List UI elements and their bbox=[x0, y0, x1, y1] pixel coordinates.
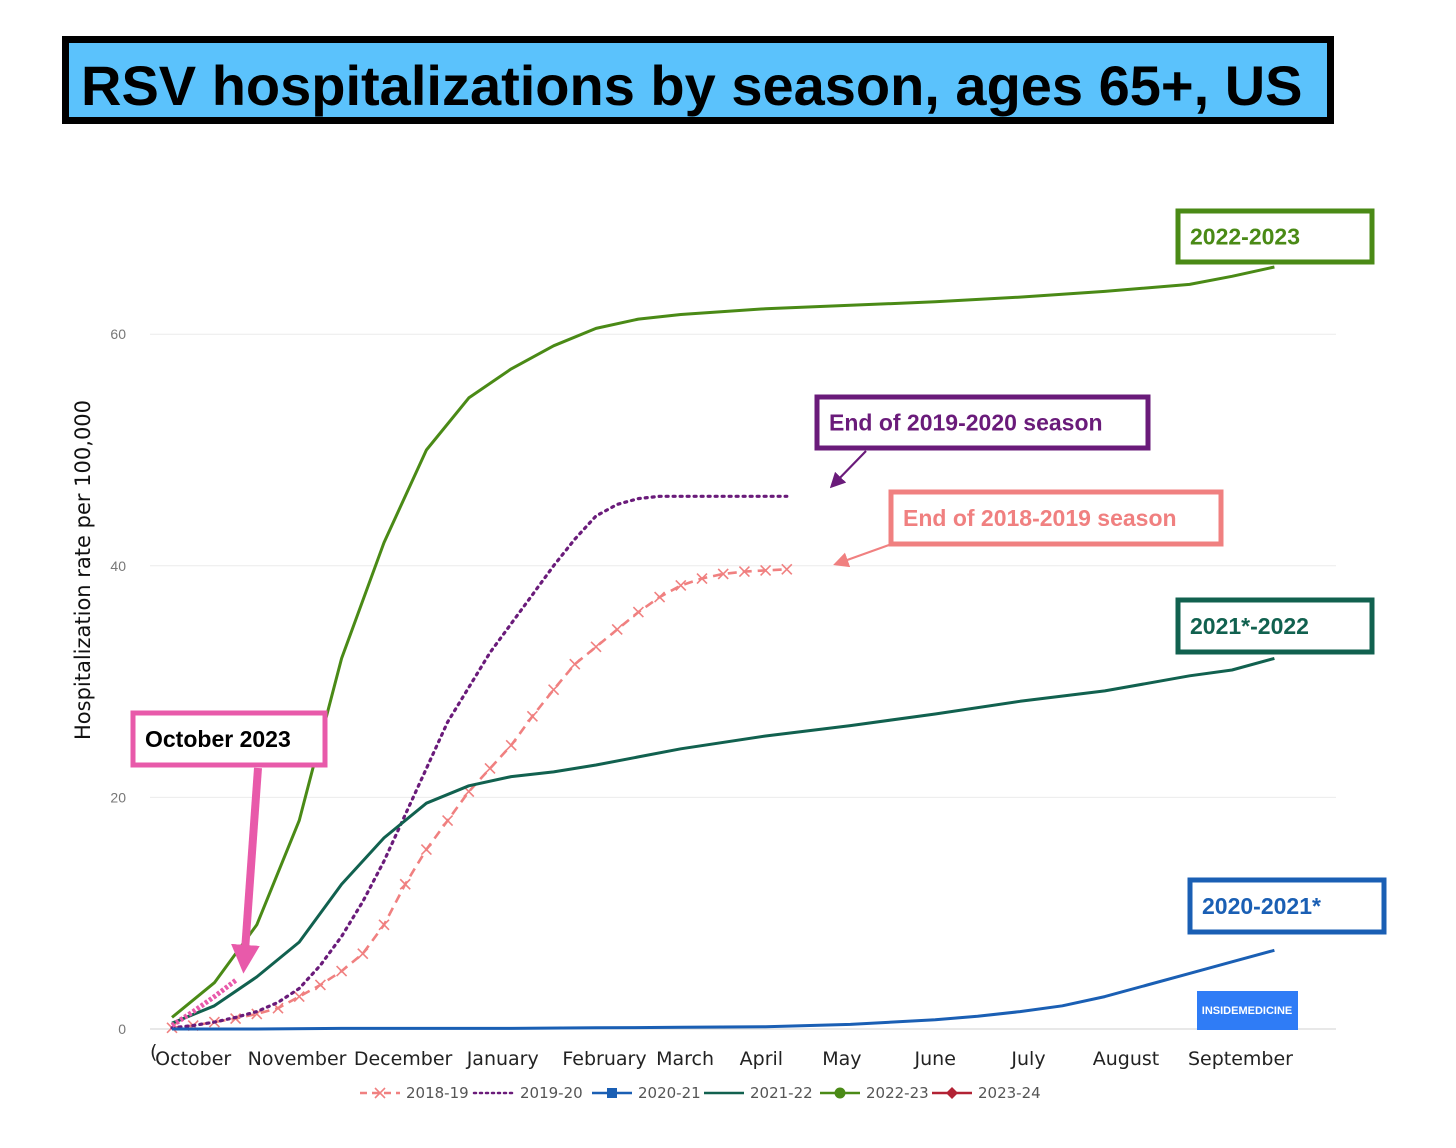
series-line-2020-21 bbox=[172, 948, 1275, 1031]
annotation-2021-2022: 2021*-2022 bbox=[1175, 597, 1375, 655]
legend-item-2020-21: 2020-21 bbox=[592, 1084, 701, 1102]
data-point-2018-19 bbox=[611, 623, 623, 636]
arrow-october-2023 bbox=[231, 767, 262, 974]
legend-item-2023-24: 2023-24 bbox=[932, 1084, 1041, 1102]
annotation-end-2019-2020-text: End of 2019-2020 season bbox=[829, 410, 1103, 436]
y-tick-label: 60 bbox=[110, 326, 126, 342]
data-point-2018-19 bbox=[505, 739, 517, 751]
series-line-2021-22 bbox=[171, 656, 1275, 1025]
data-point-2018-19 bbox=[378, 919, 390, 931]
data-point-2018-19 bbox=[654, 591, 666, 603]
legend-item-2018-19: 2018-19 bbox=[360, 1084, 469, 1102]
x-tick-label: February bbox=[562, 1048, 646, 1070]
data-point-2018-19 bbox=[569, 658, 581, 670]
data-point-2018-19 bbox=[548, 684, 560, 696]
annotation-2020-2021: 2020-2021* bbox=[1187, 877, 1387, 935]
annotation-end-2018-2019-text: End of 2018-2019 season bbox=[903, 505, 1177, 531]
x-tick-label: August bbox=[1093, 1048, 1160, 1070]
legend-label: 2020-21 bbox=[638, 1084, 701, 1102]
legend-item-2022-23: 2022-23 bbox=[820, 1084, 929, 1102]
annotation-october-2023-text: October 2023 bbox=[145, 726, 291, 752]
annotation-2022-2023: 2022-2023 bbox=[1175, 208, 1375, 265]
legend-item-2019-20: 2019-20 bbox=[472, 1084, 583, 1102]
data-point-2018-19 bbox=[675, 579, 687, 592]
data-point-2018-19 bbox=[293, 991, 305, 1003]
annotation-end-2019-2020: End of 2019-2020 season bbox=[814, 394, 1151, 451]
data-point-2018-19 bbox=[399, 878, 411, 890]
data-point-2018-19 bbox=[696, 572, 708, 585]
data-point-2018-19 bbox=[632, 606, 644, 618]
title-box: RSV hospitalizations by season, ages 65+… bbox=[62, 36, 1334, 124]
data-point-2018-19 bbox=[420, 843, 432, 856]
x-tick-label: May bbox=[822, 1048, 861, 1070]
annotation-2022-2023-text: 2022-2023 bbox=[1190, 224, 1300, 250]
legend-item-2021-22: 2021-22 bbox=[704, 1084, 813, 1102]
legend-label: 2022-23 bbox=[866, 1084, 929, 1102]
series-line-2023-24 bbox=[170, 978, 238, 1028]
x-tick-label: April bbox=[740, 1048, 783, 1070]
x-tick-label: December bbox=[354, 1048, 453, 1070]
legend-label: 2023-24 bbox=[978, 1084, 1041, 1102]
y-tick-label: 20 bbox=[110, 789, 126, 805]
series-line-2022-23 bbox=[171, 265, 1275, 1019]
data-point-2018-19 bbox=[314, 979, 326, 991]
annotation-end-2018-2019: End of 2018-2019 season bbox=[888, 489, 1224, 547]
x-tick-label: November bbox=[248, 1048, 347, 1070]
data-point-2018-19 bbox=[357, 948, 369, 960]
x-tick-label: September bbox=[1188, 1048, 1293, 1070]
data-point-2018-19 bbox=[781, 563, 793, 575]
series-line-2018-19 bbox=[171, 568, 787, 1030]
annotation-2021-2022-text: 2021*-2022 bbox=[1190, 613, 1309, 639]
x-tick-label: June bbox=[914, 1048, 956, 1070]
data-point-2018-19 bbox=[442, 814, 454, 827]
x-axis-start-tick: ( bbox=[150, 1041, 157, 1063]
series-line-2019-20 bbox=[170, 494, 789, 1030]
y-axis-label: Hospitalization rate per 100,000 bbox=[71, 400, 95, 740]
annotation-october-2023: October 2023 bbox=[130, 710, 328, 768]
x-tick-label: July bbox=[1010, 1048, 1045, 1070]
arrow-end-2018-2019 bbox=[833, 543, 890, 568]
data-point-2018-19 bbox=[717, 568, 729, 580]
x-tick-label: March bbox=[656, 1048, 714, 1070]
x-tick-label: January bbox=[466, 1048, 539, 1070]
data-point-2018-19 bbox=[484, 762, 496, 775]
legend-label: 2019-20 bbox=[520, 1084, 583, 1102]
legend-label: 2018-19 bbox=[406, 1084, 469, 1102]
data-point-2018-19 bbox=[526, 710, 538, 722]
y-tick-label: 40 bbox=[110, 558, 126, 574]
y-tick-label: 0 bbox=[118, 1021, 126, 1037]
inside-medicine-logo: INSIDEMEDICINE bbox=[1197, 991, 1298, 1030]
x-tick-label: October bbox=[155, 1048, 231, 1070]
data-point-2018-19 bbox=[336, 965, 348, 977]
chart-title: RSV hospitalizations by season, ages 65+… bbox=[81, 54, 1303, 117]
data-point-2018-19 bbox=[738, 566, 750, 578]
arrow-end-2019-2020 bbox=[829, 450, 867, 489]
annotation-2020-2021-text: 2020-2021* bbox=[1202, 893, 1321, 919]
svg-text:INSIDEMEDICINE: INSIDEMEDICINE bbox=[1202, 1005, 1292, 1017]
legend-label: 2021-22 bbox=[750, 1084, 813, 1102]
data-point-2018-19 bbox=[760, 564, 772, 576]
data-point-2018-19 bbox=[590, 641, 602, 653]
